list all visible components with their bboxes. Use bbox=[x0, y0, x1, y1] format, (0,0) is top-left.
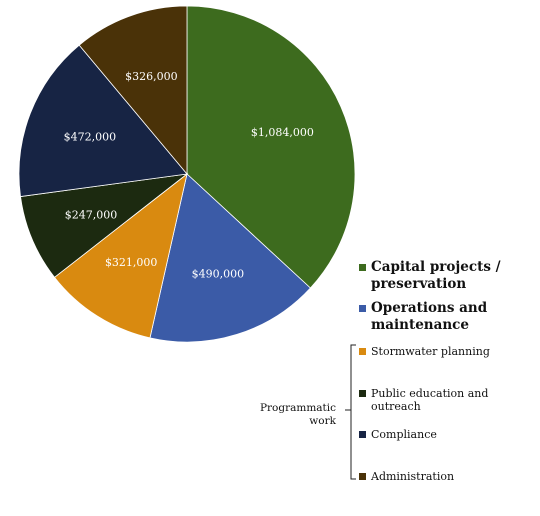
pie-slice-operations bbox=[149, 173, 311, 343]
legend-item-public-education: Public education and outreach bbox=[359, 387, 540, 413]
legend-swatch bbox=[359, 431, 366, 438]
legend-swatch bbox=[359, 305, 366, 312]
slice-value-label: $490,000 bbox=[192, 268, 245, 281]
legend-item-operations: Operations and maintenance bbox=[359, 300, 487, 334]
pie-slice-compliance bbox=[18, 44, 188, 198]
legend-label: Capital projects / preservation bbox=[371, 259, 501, 292]
slice-value-label: $1,084,000 bbox=[251, 126, 314, 139]
pie-value-labels: $1,084,000 $490,000 $321,000 $247,000 $472,0… bbox=[64, 70, 314, 280]
legend-swatch bbox=[359, 473, 366, 480]
slice-value-label: $326,000 bbox=[125, 70, 178, 83]
pie-slice-stormwater bbox=[53, 172, 188, 339]
legend-label: Public education and outreach bbox=[371, 387, 489, 413]
slice-value-label: $472,000 bbox=[64, 130, 117, 143]
legend-bracket bbox=[345, 344, 356, 480]
legend-item-stormwater: Stormwater planning bbox=[359, 345, 490, 358]
slice-value-label: $321,000 bbox=[105, 256, 158, 269]
pie-slice-administration bbox=[78, 5, 188, 176]
slice-value-label: $247,000 bbox=[65, 208, 118, 221]
legend-swatch bbox=[359, 348, 366, 355]
legend-item-compliance: Compliance bbox=[359, 428, 437, 441]
legend-label: Stormwater planning bbox=[371, 345, 490, 358]
legend-label: Compliance bbox=[371, 428, 437, 441]
legend-swatch bbox=[359, 390, 366, 397]
legend-label: Administration bbox=[371, 470, 455, 483]
pie-slice-public-education bbox=[20, 173, 189, 278]
pie-slice-capital-projects bbox=[186, 5, 356, 289]
pie-slices bbox=[18, 5, 356, 343]
legend-item-administration: Administration bbox=[359, 470, 454, 483]
legend-label: Operations and maintenance bbox=[371, 300, 488, 333]
legend-group-label: Programmatic work bbox=[236, 402, 336, 428]
legend-item-capital-projects: Capital projects / preservation bbox=[359, 259, 501, 293]
group-label-text: Programmatic work bbox=[259, 402, 336, 427]
legend-swatch bbox=[359, 264, 366, 271]
